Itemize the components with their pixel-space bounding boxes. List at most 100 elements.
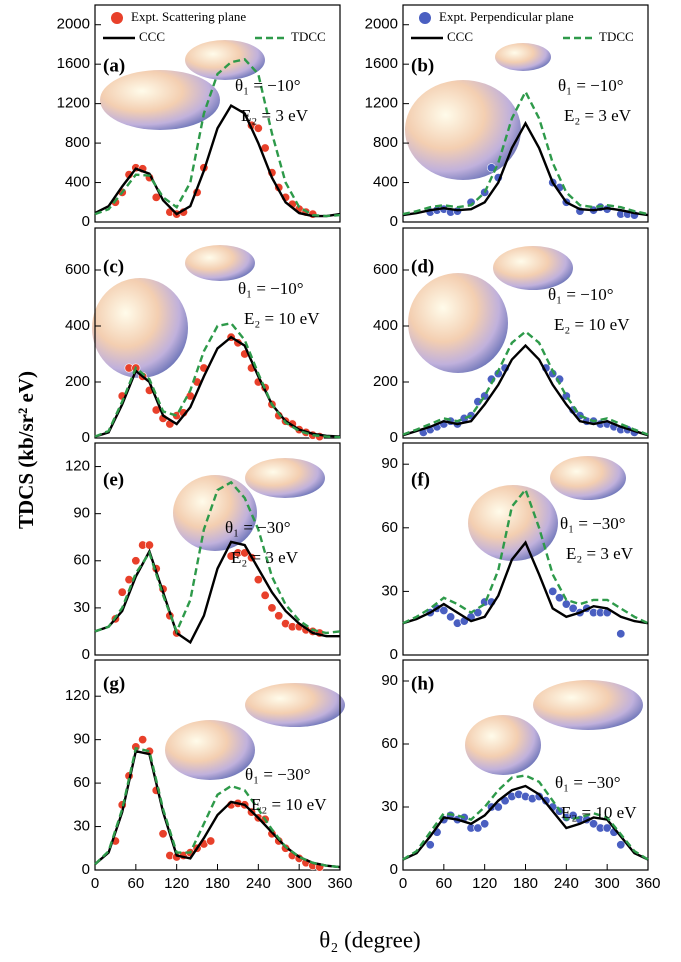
orbital-surface (92, 278, 188, 378)
annotation: E₂ = 3 eV (231, 548, 299, 567)
plot-frame (402, 4, 649, 223)
legend-label: CCC (139, 29, 165, 44)
y-tick-label: 120 (65, 458, 90, 475)
panel-label: (b) (411, 55, 434, 76)
panel-label: (c) (103, 256, 124, 277)
orbital-surface (185, 40, 265, 80)
legend-label: TDCC (599, 29, 634, 44)
y-tick-label: 0 (82, 429, 90, 446)
curve (94, 103, 341, 218)
annotation: E₂ = 3 eV (566, 544, 634, 563)
y-tick-label: 60 (381, 735, 398, 752)
y-tick-label: 200 (373, 373, 398, 390)
panel-label: (g) (103, 673, 125, 694)
y-tick-label: 90 (381, 455, 398, 472)
legend-label: TDCC (291, 29, 326, 44)
data-point (446, 612, 456, 622)
panel: 0 30 60 90 (f) θ₁ = −30° E₂ = 3 eV (381, 442, 649, 663)
annotation: θ₁ = −10° (238, 279, 304, 298)
y-tick-label: 1200 (365, 95, 398, 112)
annotation: E₂ = 10 eV (251, 795, 327, 814)
x-tick-label: 360 (635, 875, 660, 892)
data-point (480, 819, 490, 829)
x-tick-label: 240 (554, 875, 579, 892)
orbital-surface (165, 720, 255, 780)
orbital-surface (405, 80, 521, 180)
data-point (616, 629, 626, 639)
curve (94, 540, 340, 645)
x-tick-label: 240 (246, 875, 271, 892)
panel: 0 400 800 1200 1600 2000 (a) θ₁ = −10° E₂ = 3 eV… (57, 4, 341, 230)
y-tick-label: 0 (390, 213, 398, 230)
curve (402, 120, 649, 217)
curve (402, 540, 649, 625)
y-tick-label: 200 (65, 373, 90, 390)
panel: 0 30 60 90 0 60 120 180 240 300 360 (h) θ₁ = −30° E₂ … (381, 659, 661, 892)
data-point (260, 590, 270, 600)
panel: 0 400 800 1200 1600 2000 (b) θ₁ = −10° E₂ = 3 eV… (365, 4, 649, 230)
panel-label: (d) (411, 256, 434, 277)
y-tick-label: 30 (381, 582, 398, 599)
annotation: θ₁ = −30° (225, 518, 291, 537)
curve (94, 480, 341, 635)
data-point (253, 123, 263, 133)
y-tick-label: 30 (73, 599, 90, 616)
orbital-surface (245, 683, 345, 727)
legend-label: CCC (447, 29, 473, 44)
data-point (439, 605, 449, 615)
annotation: θ₁ = −10° (548, 285, 614, 304)
orbital-surface (245, 458, 325, 498)
y-tick-label: 800 (65, 134, 90, 151)
data-point (473, 823, 483, 833)
annotation: E₂ = 3 eV (564, 106, 632, 125)
x-tick-label: 60 (127, 875, 144, 892)
curve (402, 774, 649, 861)
y-tick-label: 600 (65, 261, 90, 278)
orbital-surface (185, 245, 255, 281)
y-tick-label: 60 (73, 774, 90, 791)
x-tick-label: 0 (91, 875, 99, 892)
y-tick-label: 1200 (57, 95, 90, 112)
y-tick-label: 400 (65, 174, 90, 191)
data-point (473, 608, 483, 618)
annotation: θ₁ = −30° (245, 765, 311, 784)
data-point (548, 586, 558, 596)
orbital-surface (493, 246, 573, 290)
plot-frame (402, 227, 649, 439)
data-point (589, 819, 599, 829)
data-point (158, 829, 168, 839)
y-tick-label: 90 (73, 505, 90, 522)
data-point (144, 540, 154, 550)
y-tick-label: 2000 (57, 16, 90, 33)
annotation: θ₁ = −10° (558, 76, 624, 95)
panel: 0 30 60 90 120 (e) θ₁ = −30° E₂ = 3 eV (65, 442, 341, 663)
y-tick-label: 1600 (57, 55, 90, 72)
plot-frame (402, 442, 649, 656)
annotation: E₂ = 10 eV (554, 315, 630, 334)
x-tick-label: 180 (513, 875, 538, 892)
curve (94, 746, 341, 869)
y-tick-label: 400 (65, 317, 90, 334)
y-tick-label: 90 (381, 672, 398, 689)
y-tick-label: 0 (390, 646, 398, 663)
orbital-surface (495, 43, 551, 71)
curve (402, 784, 649, 861)
curve (402, 343, 649, 437)
y-tick-label: 800 (373, 134, 398, 151)
data-point (267, 603, 277, 613)
data-point (124, 575, 134, 585)
y-tick-label: 0 (82, 213, 90, 230)
curve (94, 321, 341, 439)
panel: 0 200 400 600 (d) θ₁ = −10° E₂ = 10 eV (373, 227, 649, 446)
panel: 0 200 400 600 (c) θ₁ = −10° E₂ = 10 eV (65, 227, 341, 446)
plot-frame (94, 442, 341, 656)
data-point (568, 603, 578, 613)
orbital-surface (408, 273, 508, 373)
y-tick-label: 400 (373, 317, 398, 334)
data-point (138, 735, 148, 745)
x-tick-label: 120 (164, 875, 189, 892)
x-tick-label: 300 (595, 875, 620, 892)
panel-label: (e) (103, 469, 124, 490)
x-tick-label: 360 (327, 875, 352, 892)
